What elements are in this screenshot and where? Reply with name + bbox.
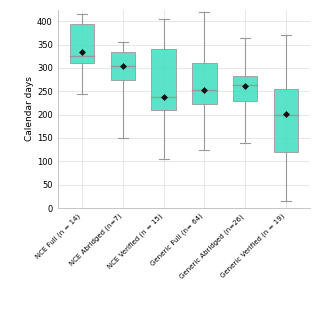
Bar (233, 76, 257, 100)
Bar (151, 49, 176, 110)
Y-axis label: Calendar days: Calendar days (25, 76, 34, 141)
Bar (192, 63, 217, 104)
Bar (111, 52, 135, 80)
Bar (274, 89, 298, 152)
Bar (70, 24, 94, 63)
